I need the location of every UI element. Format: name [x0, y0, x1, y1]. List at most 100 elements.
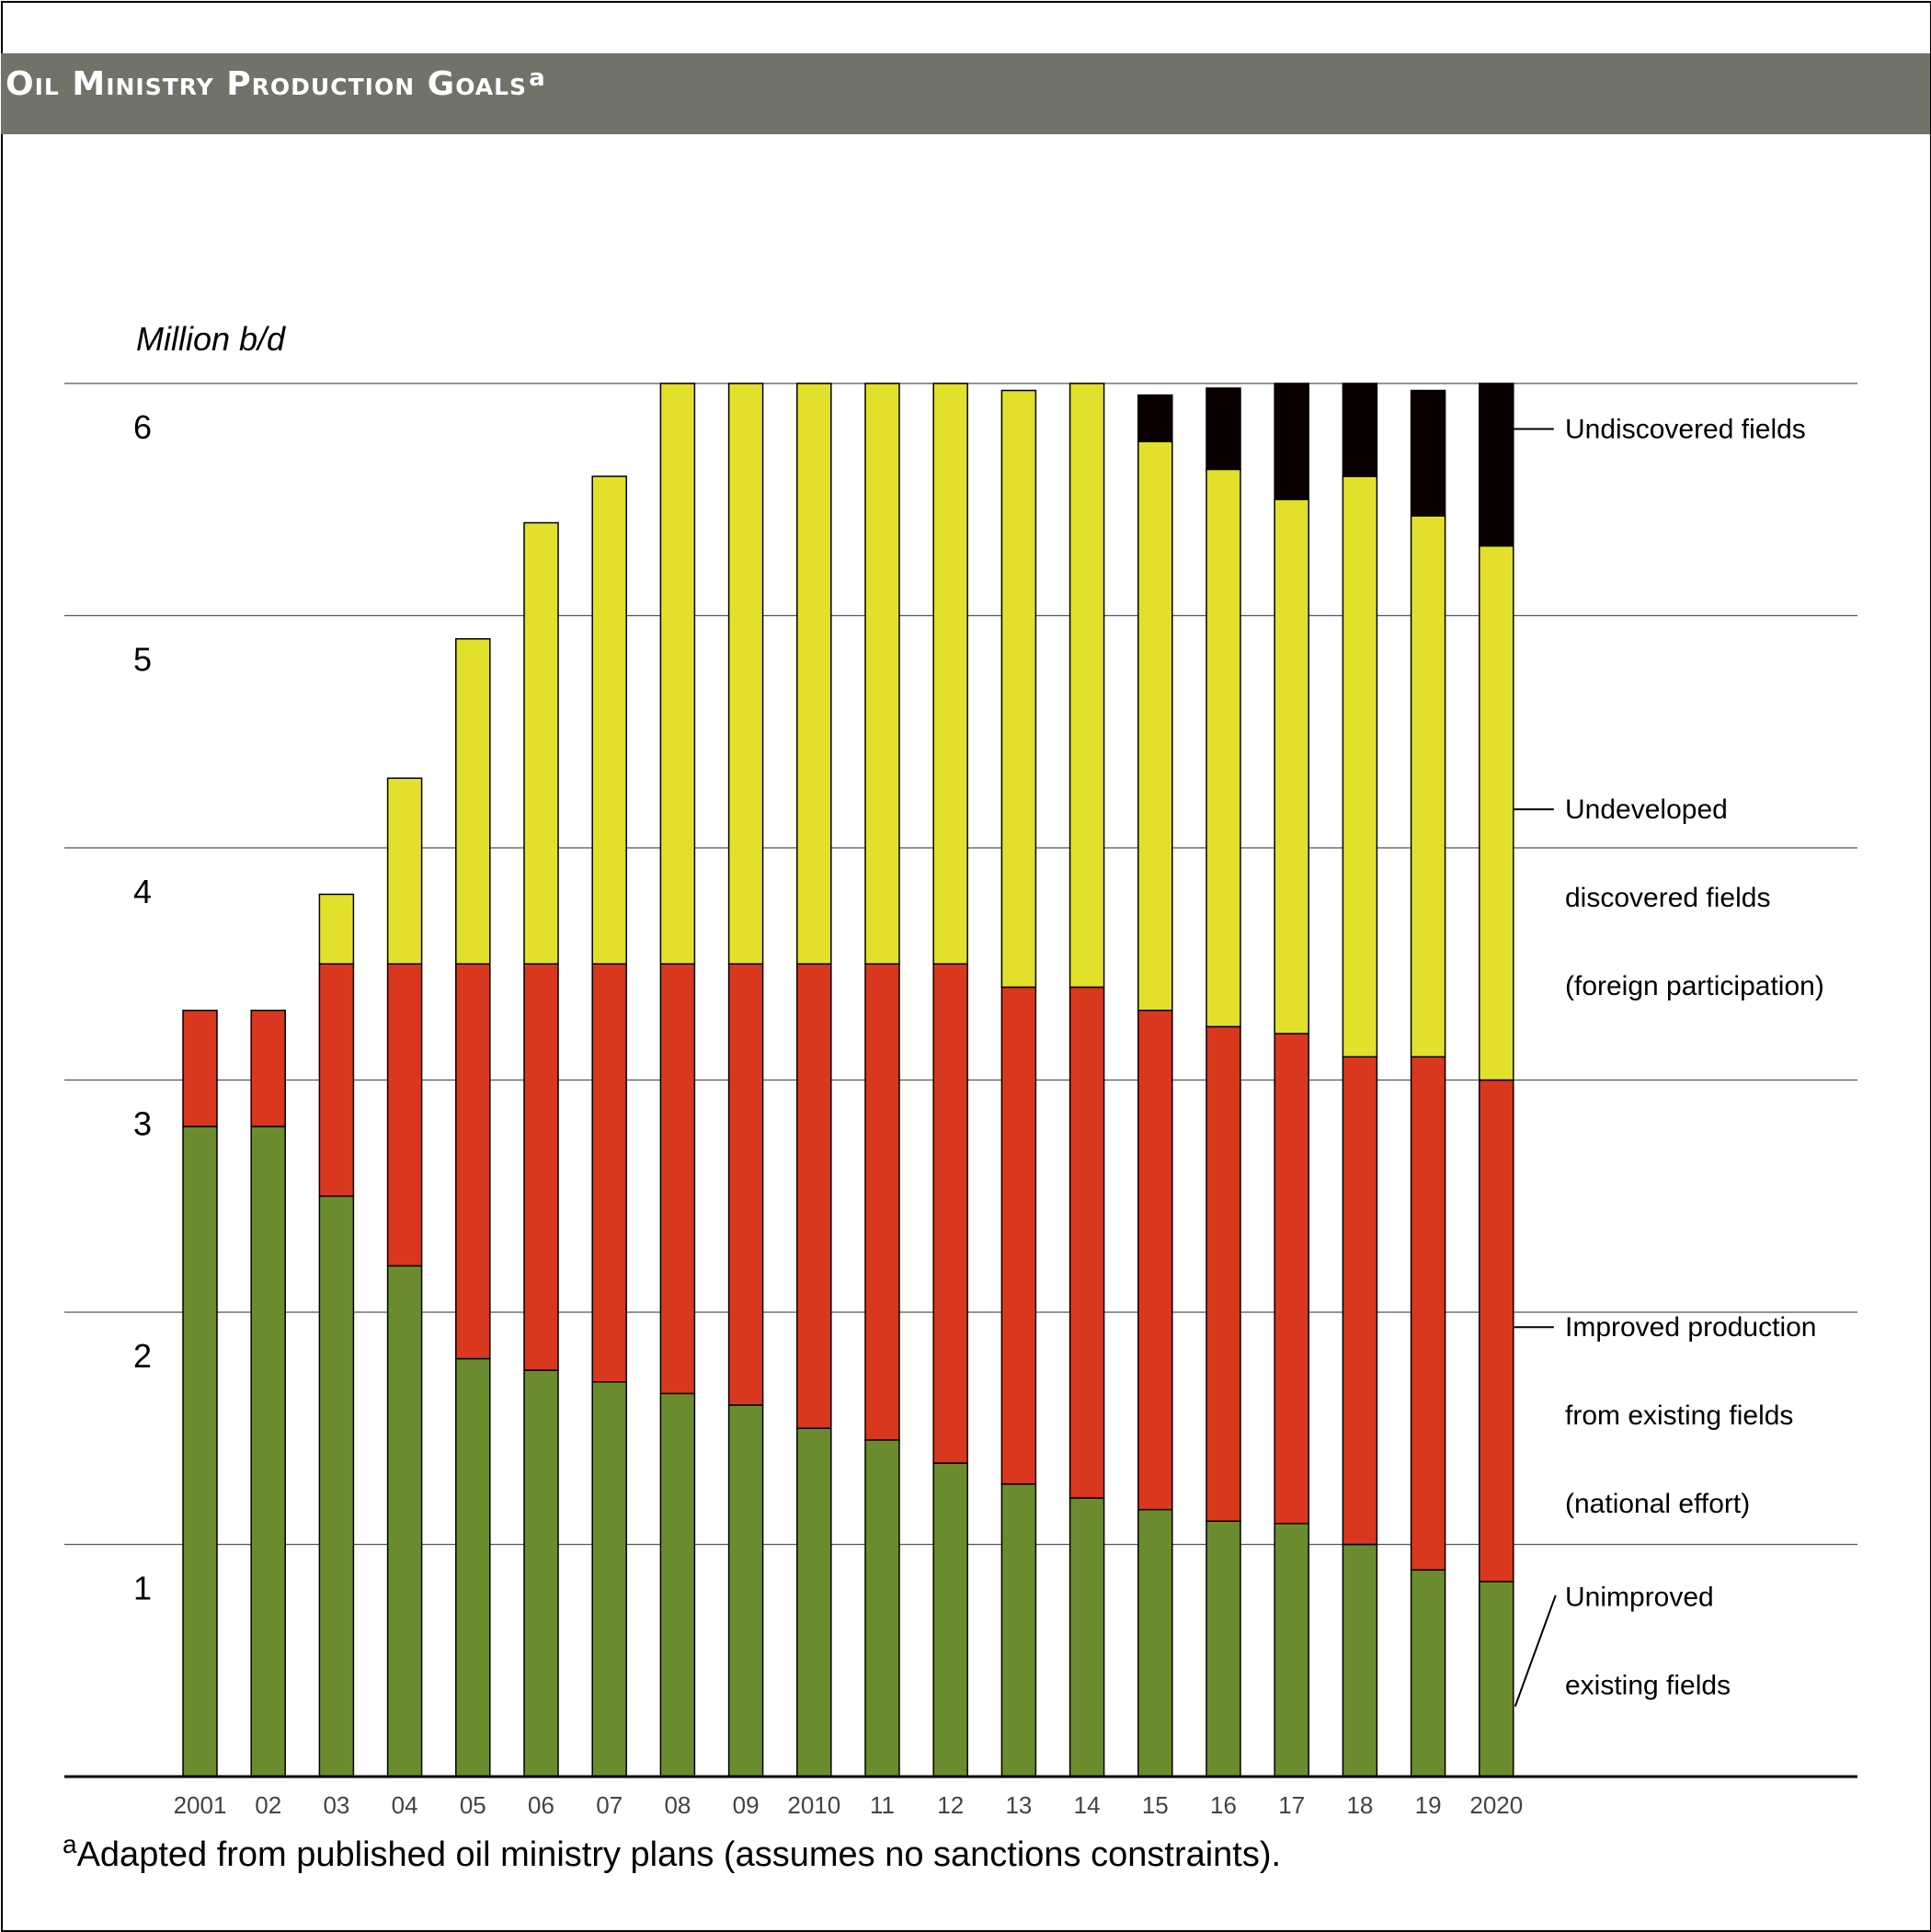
x-tick-label: 2010: [787, 1791, 840, 1819]
bar-segment: [1342, 383, 1378, 477]
bar-segment: [591, 963, 627, 1383]
x-tick-label: 02: [255, 1791, 281, 1819]
bar-segment: [1000, 389, 1037, 989]
series-annotation: (foreign participation): [1565, 971, 1824, 1001]
bar-segment: [1342, 1543, 1378, 1778]
title-bar: [1, 53, 1930, 134]
x-tick-label: 18: [1346, 1791, 1373, 1819]
y-tick-label: 5: [133, 641, 152, 679]
y-tick-label: 4: [133, 873, 152, 910]
chart-title: Oil Ministry Production Goalsa: [6, 64, 546, 103]
bar-segment: [591, 475, 627, 965]
bar-segment: [1137, 440, 1173, 1012]
bar-segment: [250, 1010, 286, 1127]
x-tick-label: 05: [460, 1791, 486, 1819]
bar-segment: [1068, 1497, 1105, 1778]
bar-segment: [386, 1264, 423, 1778]
series-annotation: Unimproved: [1565, 1582, 1714, 1612]
x-tick-label: 17: [1278, 1791, 1305, 1819]
bar-segment: [864, 383, 900, 965]
bar-segment: [727, 1404, 764, 1778]
bar-segment: [1274, 498, 1309, 1035]
series-annotation: existing fields: [1565, 1670, 1731, 1700]
series-annotation: Undiscovered fields: [1565, 414, 1806, 444]
x-tick-label: 2020: [1469, 1791, 1523, 1819]
x-tick-label: 07: [596, 1791, 623, 1819]
x-tick-label: 2001: [174, 1791, 227, 1819]
bar-segment: [523, 1369, 559, 1778]
bar-segment: [318, 893, 355, 965]
y-axis-label: Million b/d: [136, 320, 286, 358]
y-tick-label: 3: [133, 1105, 152, 1143]
bar-segment: [864, 1439, 900, 1778]
bar-segment: [1410, 1056, 1446, 1572]
bar-segment: [1479, 1079, 1514, 1583]
series-annotation: discovered fields: [1565, 883, 1770, 913]
chart-title-text: Oil Ministry Production Goals: [6, 65, 528, 103]
bar-segment: [1205, 468, 1241, 1028]
bar-segment: [386, 963, 423, 1267]
title-footnote-marker: a: [529, 64, 546, 92]
bar-segment: [659, 383, 696, 965]
bar-segment: [318, 963, 355, 1197]
bar-segment: [1274, 1523, 1309, 1778]
bar-segment: [1479, 1581, 1514, 1778]
bar-segment: [796, 1427, 832, 1778]
footnote-text: Adapted from published oil ministry plan…: [76, 1835, 1282, 1874]
bar-segment: [932, 963, 968, 1464]
bar-segment: [659, 963, 696, 1395]
bar-segment: [932, 383, 968, 965]
bar-segment: [455, 963, 491, 1360]
y-tick-label: 6: [133, 408, 152, 446]
y-tick-label: 2: [133, 1337, 152, 1375]
x-tick-label: 11: [870, 1791, 895, 1819]
series-annotation: Improved production: [1565, 1312, 1817, 1343]
bar-segment: [659, 1392, 696, 1778]
x-tick-label: 19: [1415, 1791, 1442, 1819]
bar-segment: [455, 638, 491, 965]
x-tick-label: 03: [323, 1791, 349, 1819]
bar-segment: [1068, 383, 1105, 989]
x-tick-label: 06: [528, 1791, 554, 1819]
bar-segment: [932, 1462, 968, 1778]
bar-segment: [727, 963, 764, 1406]
bar-segment: [1410, 515, 1446, 1057]
bar-segment: [182, 1010, 218, 1127]
x-tick-label: 12: [937, 1791, 964, 1819]
bar-segment: [1137, 1010, 1173, 1511]
bar-segment: [523, 521, 559, 965]
series-annotation: Undeveloped: [1565, 795, 1728, 825]
bar-segment: [1000, 1483, 1037, 1778]
bar-segment: [386, 777, 423, 965]
bar-segment: [1274, 1033, 1309, 1525]
bar-segment: [1479, 545, 1514, 1081]
bar-segment: [1000, 986, 1037, 1485]
bar-segment: [1205, 1025, 1241, 1523]
x-tick-label: 04: [392, 1791, 418, 1819]
bar-segment: [455, 1357, 491, 1778]
bar-segment: [1205, 387, 1241, 471]
bar-segment: [1137, 1508, 1173, 1778]
bar-segment: [523, 963, 559, 1371]
x-tick-label: 08: [664, 1791, 691, 1819]
bar-segment: [318, 1195, 355, 1778]
footnote: aAdapted from published oil ministry pla…: [63, 1830, 1281, 1875]
bar-segment: [591, 1381, 627, 1778]
bar-segment: [182, 1126, 218, 1778]
annotation-leader: [1514, 1595, 1557, 1707]
bar-segment: [864, 963, 900, 1441]
bar-segment: [727, 383, 764, 965]
bar-segment: [1205, 1520, 1241, 1778]
bar-segment: [1068, 986, 1105, 1499]
x-tick-label: 13: [1005, 1791, 1032, 1819]
bar-segment: [1410, 1569, 1446, 1778]
bar-segment: [1342, 475, 1378, 1057]
bar-segment: [796, 383, 832, 965]
bar-segment: [1410, 389, 1446, 517]
x-tick-label: 15: [1142, 1791, 1169, 1819]
bar-segment: [1342, 1056, 1378, 1546]
bar-segment: [1274, 383, 1309, 500]
y-tick-label: 1: [133, 1570, 152, 1607]
bar-segment: [1479, 383, 1514, 547]
